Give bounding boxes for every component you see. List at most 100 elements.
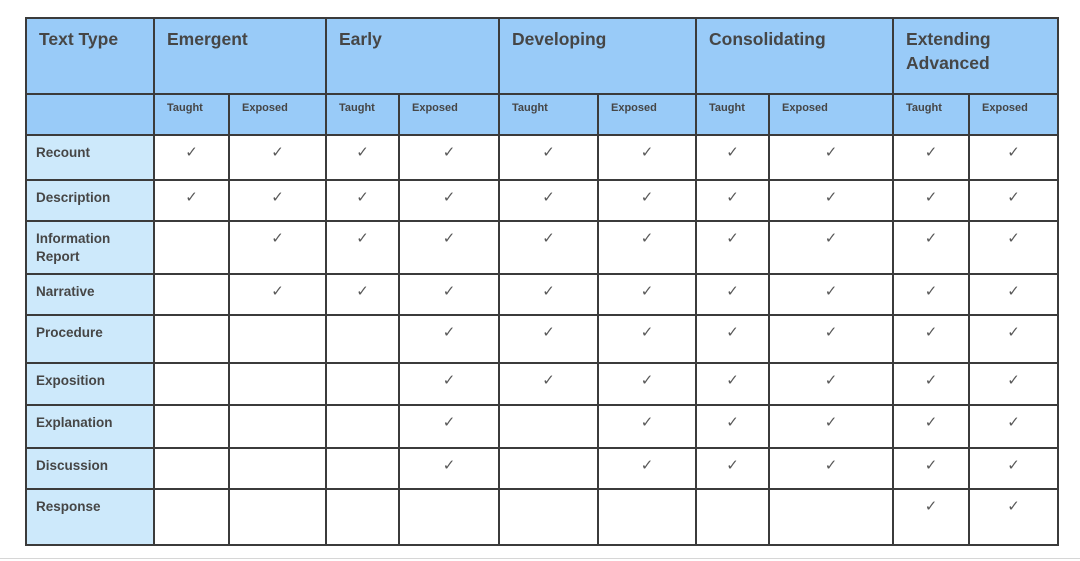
check-icon: ✓ [542,189,555,206]
check-icon: ✓ [442,414,456,431]
check-icon: ✓ [1007,457,1020,474]
check-cell-empty [153,404,230,449]
sub-header-taught-4: Taught [892,93,971,136]
check-cell-empty [596,488,698,546]
check-cell-checked: ✓ [695,220,771,275]
row-label: Exposition [25,362,155,406]
sub-header-taught-1: Taught [325,93,400,136]
check-icon: ✓ [356,144,369,161]
stage-header-emergent: Emergent [153,17,327,95]
check-cell-checked: ✓ [498,273,599,316]
check-cell-empty [153,273,230,316]
check-cell-checked: ✓ [398,220,500,275]
check-icon: ✓ [442,457,456,474]
check-icon: ✓ [924,189,938,206]
check-cell-checked: ✓ [153,179,230,222]
check-cell-empty [228,404,327,449]
check-icon: ✓ [726,372,739,389]
stage-header-row: Text Type Emergent Early Developing Cons… [25,17,1060,95]
sub-header-exposed-1: Exposed [398,93,500,136]
check-cell-checked: ✓ [695,134,771,181]
check-icon: ✓ [1007,283,1020,300]
check-cell-checked: ✓ [768,273,895,316]
check-icon: ✓ [640,414,654,431]
check-cell-empty [153,362,230,406]
check-cell-empty [325,447,400,490]
table-row-exposition: Exposition ✓ ✓ ✓ ✓ ✓ ✓ ✓ [25,362,1060,406]
check-icon: ✓ [640,189,654,206]
check-cell-checked: ✓ [768,134,895,181]
check-icon: ✓ [824,189,838,206]
check-cell-checked: ✓ [768,362,895,406]
check-cell-empty [325,314,400,364]
check-cell-empty [768,488,895,546]
check-cell-checked: ✓ [228,134,327,181]
check-cell-checked: ✓ [325,179,400,222]
check-icon: ✓ [726,283,739,300]
check-cell-checked: ✓ [968,273,1060,316]
check-cell-checked: ✓ [695,362,771,406]
check-cell-checked: ✓ [498,362,599,406]
check-cell-checked: ✓ [596,179,698,222]
check-icon: ✓ [185,189,198,206]
check-cell-empty [153,447,230,490]
check-icon: ✓ [824,283,838,300]
row-label: Narrative [25,273,155,316]
check-icon: ✓ [640,324,654,341]
check-icon: ✓ [542,372,555,389]
row-label: Response [25,488,155,546]
check-icon: ✓ [824,230,838,247]
check-cell-empty [153,220,230,275]
check-icon: ✓ [356,230,369,247]
check-cell-empty [325,362,400,406]
check-cell-checked: ✓ [398,447,500,490]
check-icon: ✓ [542,324,555,341]
check-icon: ✓ [1007,498,1020,515]
check-cell-checked: ✓ [892,179,971,222]
check-icon: ✓ [824,457,838,474]
check-cell-checked: ✓ [398,362,500,406]
check-icon: ✓ [726,144,739,161]
check-icon: ✓ [924,144,938,161]
check-cell-checked: ✓ [892,220,971,275]
sub-header-exposed-3: Exposed [768,93,895,136]
check-icon: ✓ [1007,324,1020,341]
check-cell-empty [153,488,230,546]
check-icon: ✓ [442,283,456,300]
check-icon: ✓ [542,144,555,161]
check-cell-checked: ✓ [892,273,971,316]
check-icon: ✓ [442,324,456,341]
sub-header-taught-0: Taught [153,93,230,136]
check-cell-checked: ✓ [892,488,971,546]
check-icon: ✓ [824,144,838,161]
check-cell-checked: ✓ [498,134,599,181]
check-icon: ✓ [1007,189,1020,206]
check-cell-checked: ✓ [596,447,698,490]
check-icon: ✓ [271,189,284,206]
stage-header-early: Early [325,17,500,95]
check-cell-empty [228,314,327,364]
row-label: Information Report [25,220,155,275]
sub-header-taught-3: Taught [695,93,771,136]
check-cell-empty [153,314,230,364]
check-icon: ✓ [640,372,654,389]
sub-header-exposed-0: Exposed [228,93,327,136]
check-cell-checked: ✓ [228,220,327,275]
check-cell-empty [228,362,327,406]
table-row-recount: Recount ✓ ✓ ✓ ✓ ✓ ✓ ✓ ✓ ✓ ✓ [25,134,1060,181]
check-icon: ✓ [442,189,456,206]
table-row-discussion: Discussion ✓ ✓ ✓ ✓ ✓ ✓ [25,447,1060,490]
check-cell-checked: ✓ [596,314,698,364]
check-cell-checked: ✓ [398,273,500,316]
row-label: Procedure [25,314,155,364]
sub-header-spacer [25,93,155,136]
check-icon: ✓ [824,324,838,341]
check-icon: ✓ [442,372,456,389]
check-icon: ✓ [824,372,838,389]
check-cell-checked: ✓ [596,273,698,316]
check-cell-checked: ✓ [768,404,895,449]
check-cell-checked: ✓ [968,447,1060,490]
table-header: Text Type Emergent Early Developing Cons… [25,17,1060,136]
stage-header-extending-advanced: Extending Advanced [892,17,1060,95]
